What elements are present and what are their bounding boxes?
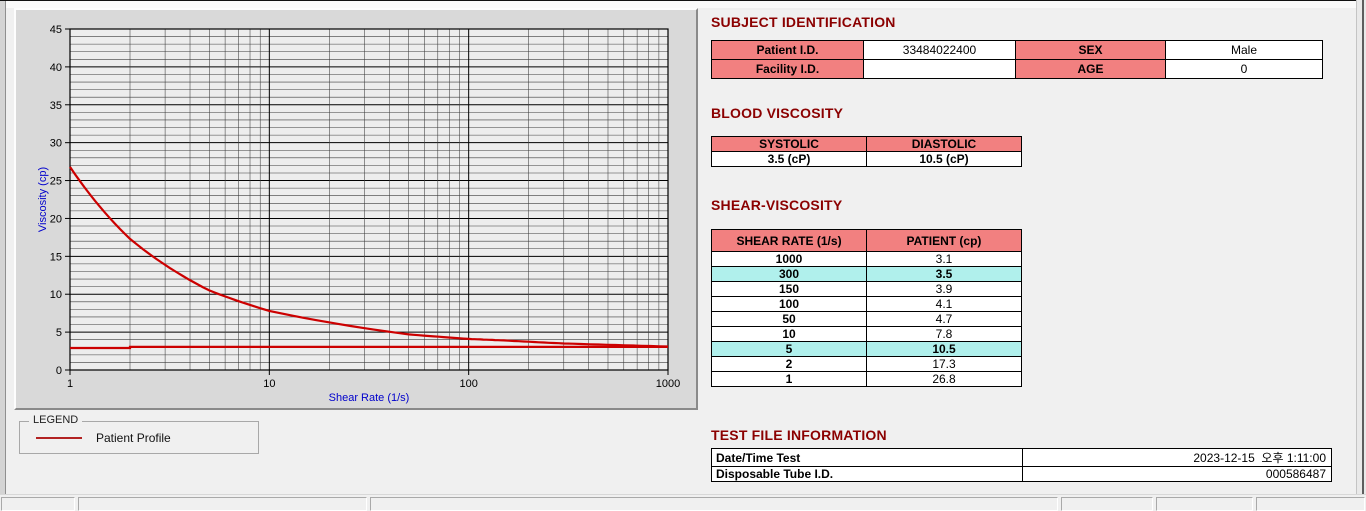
systolic-header: SYSTOLIC	[711, 136, 867, 152]
shear-rate-cell: 10	[711, 326, 867, 342]
legend-title: LEGEND	[29, 414, 83, 426]
sex-value: Male	[1165, 40, 1323, 60]
svg-text:Shear Rate (1/s): Shear Rate (1/s)	[329, 392, 410, 404]
shear-rate-cell: 50	[711, 311, 867, 327]
svg-text:5: 5	[56, 327, 62, 339]
table-header-row: SYSTOLIC DIASTOLIC	[711, 136, 1022, 152]
table-row: Patient I.D. 33484022400 SEX Male	[711, 40, 1323, 60]
svg-text:10: 10	[263, 378, 275, 390]
patient-value-cell: 4.7	[866, 311, 1022, 327]
patient-value-cell: 4.1	[866, 296, 1022, 312]
facility-id-value	[863, 59, 1016, 79]
status-bar-segment	[1061, 497, 1153, 511]
disposable-tube-id-value: 000586487	[1022, 466, 1332, 482]
window-left-border	[0, 1, 6, 508]
patient-value-cell: 17.3	[866, 356, 1022, 372]
disposable-tube-id-label: Disposable Tube I.D.	[711, 466, 1023, 482]
shear-rate-header: SHEAR RATE (1/s)	[711, 229, 867, 252]
svg-text:1: 1	[67, 378, 73, 390]
shear-rate-cell: 1000	[711, 251, 867, 267]
blood-viscosity-heading: BLOOD VISCOSITY	[711, 105, 844, 121]
status-bar-segment	[1, 497, 75, 511]
patient-value-cell: 3.1	[866, 251, 1022, 267]
sex-label: SEX	[1015, 40, 1166, 60]
window-right-border-shadow	[1362, 0, 1364, 508]
svg-text:100: 100	[459, 378, 477, 390]
systolic-value: 3.5 (cP)	[711, 151, 867, 167]
table-row: Date/Time Test 2023-12-15 오후 1:11:00	[711, 448, 1332, 467]
test-file-information-table: Date/Time Test 2023-12-15 오후 1:11:00 Dis…	[711, 448, 1332, 482]
svg-text:0: 0	[56, 365, 62, 377]
facility-id-label: Facility I.D.	[711, 59, 864, 79]
age-label: AGE	[1015, 59, 1166, 79]
patient-id-value: 33484022400	[863, 40, 1016, 60]
shear-row: 10 7.8	[711, 326, 1022, 342]
status-bar	[0, 494, 1366, 511]
svg-text:45: 45	[50, 24, 62, 36]
shear-viscosity-table: SHEAR RATE (1/s) PATIENT (cp) 1000 3.1 30…	[711, 229, 1022, 387]
patient-value-cell: 10.5	[866, 341, 1022, 357]
svg-text:1000: 1000	[656, 378, 680, 390]
svg-text:25: 25	[50, 176, 62, 188]
shear-row: 5 10.5	[711, 341, 1022, 357]
patient-value-cell: 3.9	[866, 281, 1022, 297]
patient-profile-line-swatch	[36, 437, 82, 439]
shear-rate-cell: 100	[711, 296, 867, 312]
shear-row: 50 4.7	[711, 311, 1022, 327]
status-bar-segment	[78, 497, 367, 511]
shear-rate-cell: 150	[711, 281, 867, 297]
patient-value-cell: 3.5	[866, 266, 1022, 282]
subject-identification-table: Patient I.D. 33484022400 SEX Male Facili…	[711, 40, 1323, 79]
svg-text:15: 15	[50, 251, 62, 263]
window-right-border	[1356, 0, 1366, 508]
shear-row: 1000 3.1	[711, 251, 1022, 267]
shear-row: 100 4.1	[711, 296, 1022, 312]
table-row: Facility I.D. AGE 0	[711, 59, 1323, 79]
legend-entry-label: Patient Profile	[96, 431, 171, 445]
shear-row: 2 17.3	[711, 356, 1022, 372]
datetime-test-label: Date/Time Test	[711, 448, 1023, 467]
shear-rate-cell: 300	[711, 266, 867, 282]
diastolic-value: 10.5 (cP)	[866, 151, 1022, 167]
datetime-test-value: 2023-12-15 오후 1:11:00	[1022, 448, 1332, 467]
table-header-row: SHEAR RATE (1/s) PATIENT (cp)	[711, 229, 1022, 252]
shear-viscosity-chart: 0 5 10 15 20 25 30 35 40 45 1 10 100 1000 Shear Rate (…	[37, 24, 680, 404]
legend-entry: Patient Profile	[36, 431, 171, 445]
patient-value-cell: 26.8	[866, 371, 1022, 387]
age-value: 0	[1165, 59, 1323, 79]
patient-value-cell: 7.8	[866, 326, 1022, 342]
test-file-information-heading: TEST FILE INFORMATION	[711, 427, 887, 443]
diastolic-header: DIASTOLIC	[866, 136, 1022, 152]
svg-text:10: 10	[50, 289, 62, 301]
svg-text:30: 30	[50, 138, 62, 150]
shear-rate-cell: 5	[711, 341, 867, 357]
patient-cp-header: PATIENT (cp)	[866, 229, 1022, 252]
shear-row: 150 3.9	[711, 281, 1022, 297]
subject-identification-heading: SUBJECT IDENTIFICATION	[711, 14, 896, 30]
shear-rate-cell: 2	[711, 356, 867, 372]
window-top-border	[0, 0, 1366, 1]
shear-viscosity-heading: SHEAR-VISCOSITY	[711, 197, 843, 213]
status-bar-segment	[370, 497, 1058, 511]
patient-id-label: Patient I.D.	[711, 40, 864, 60]
viscosity-chart-panel: 0 5 10 15 20 25 30 35 40 45 1 10 100 1000 Shear Rate (…	[14, 8, 698, 410]
legend-box: LEGEND Patient Profile	[19, 414, 259, 454]
svg-text:Viscosity (cp): Viscosity (cp)	[37, 167, 49, 232]
shear-row: 300 3.5	[711, 266, 1022, 282]
table-row: Disposable Tube I.D. 000586487	[711, 466, 1332, 482]
blood-viscosity-table: SYSTOLIC DIASTOLIC 3.5 (cP) 10.5 (cP)	[711, 136, 1022, 167]
table-row: 3.5 (cP) 10.5 (cP)	[711, 151, 1022, 167]
svg-text:35: 35	[50, 100, 62, 112]
status-bar-segment	[1256, 497, 1365, 511]
svg-text:20: 20	[50, 213, 62, 225]
window-top-strip	[6, 1, 1356, 8]
shear-row: 1 26.8	[711, 371, 1022, 387]
svg-text:40: 40	[50, 62, 62, 74]
shear-rate-cell: 1	[711, 371, 867, 387]
status-bar-segment	[1156, 497, 1253, 511]
